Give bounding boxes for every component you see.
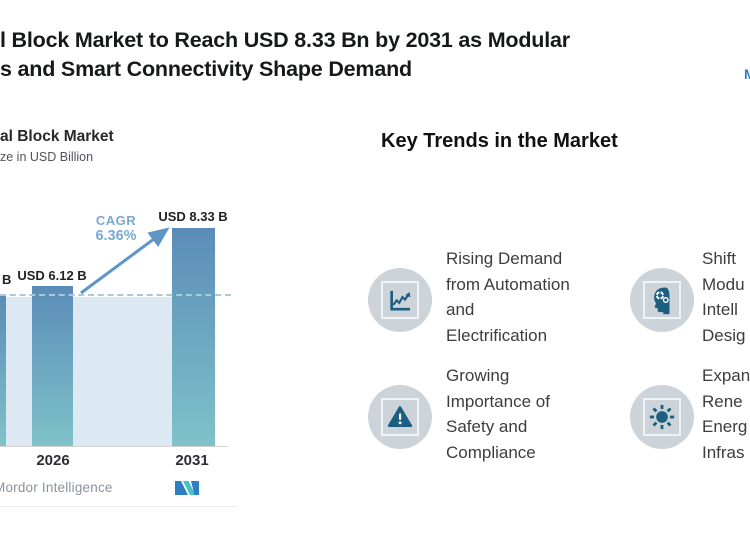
growth-arrow-icon <box>80 227 170 295</box>
bar-value-label: B <box>2 272 12 287</box>
icon-frame <box>381 281 419 319</box>
dashed-reference-line <box>0 294 231 296</box>
divider-line <box>0 506 237 507</box>
chart-bar <box>172 227 215 446</box>
trend-item-text: Expan Rene Energ Infras <box>702 366 750 462</box>
chart-bar <box>0 295 6 446</box>
chart-subtitle: ze in USD Billion <box>0 150 94 164</box>
sun-icon <box>649 404 675 430</box>
trends-heading: Key Trends in the Market <box>381 130 618 152</box>
icon-frame <box>381 398 419 436</box>
page-title-line-2: s and Smart Connectivity Shape Demand <box>0 57 412 81</box>
trend-item-text: Growing Importance of Safety and Complia… <box>446 366 550 462</box>
trend-item-text: Shift Modu Intell Desig <box>702 249 746 345</box>
warning-triangle-icon <box>387 406 413 427</box>
page-title-line-1: l Block Market to Reach USD 8.33 Bn by 2… <box>0 28 570 52</box>
trend-item-text: Rising Demand from Automation and Electr… <box>446 249 570 345</box>
head-gears-icon <box>654 287 670 315</box>
trend-icon-badge <box>368 268 432 332</box>
chart-bar <box>32 285 73 446</box>
bar-value-label: USD 8.33 B <box>158 209 228 224</box>
trend-icon-badge <box>630 385 694 449</box>
trend-icon-badge <box>368 385 432 449</box>
cropped-logo-text: M <box>744 66 750 82</box>
x-axis-line <box>0 446 228 447</box>
mordor-intelligence-logo <box>175 481 199 495</box>
icon-frame <box>643 281 681 319</box>
x-axis-tick-label: 2026 <box>36 452 70 469</box>
bar-value-label: USD 6.12 B <box>17 268 87 283</box>
cagr-label: CAGR <box>95 213 137 228</box>
chart-title: al Block Market <box>0 128 114 145</box>
x-axis-tick-label: 2031 <box>175 452 209 469</box>
cagr-value: 6.36% <box>95 228 137 244</box>
line-chart-icon <box>390 290 411 311</box>
icon-frame <box>643 398 681 436</box>
trend-icon-badge <box>630 268 694 332</box>
source-attribution: Mordor Intelligence <box>0 480 113 495</box>
